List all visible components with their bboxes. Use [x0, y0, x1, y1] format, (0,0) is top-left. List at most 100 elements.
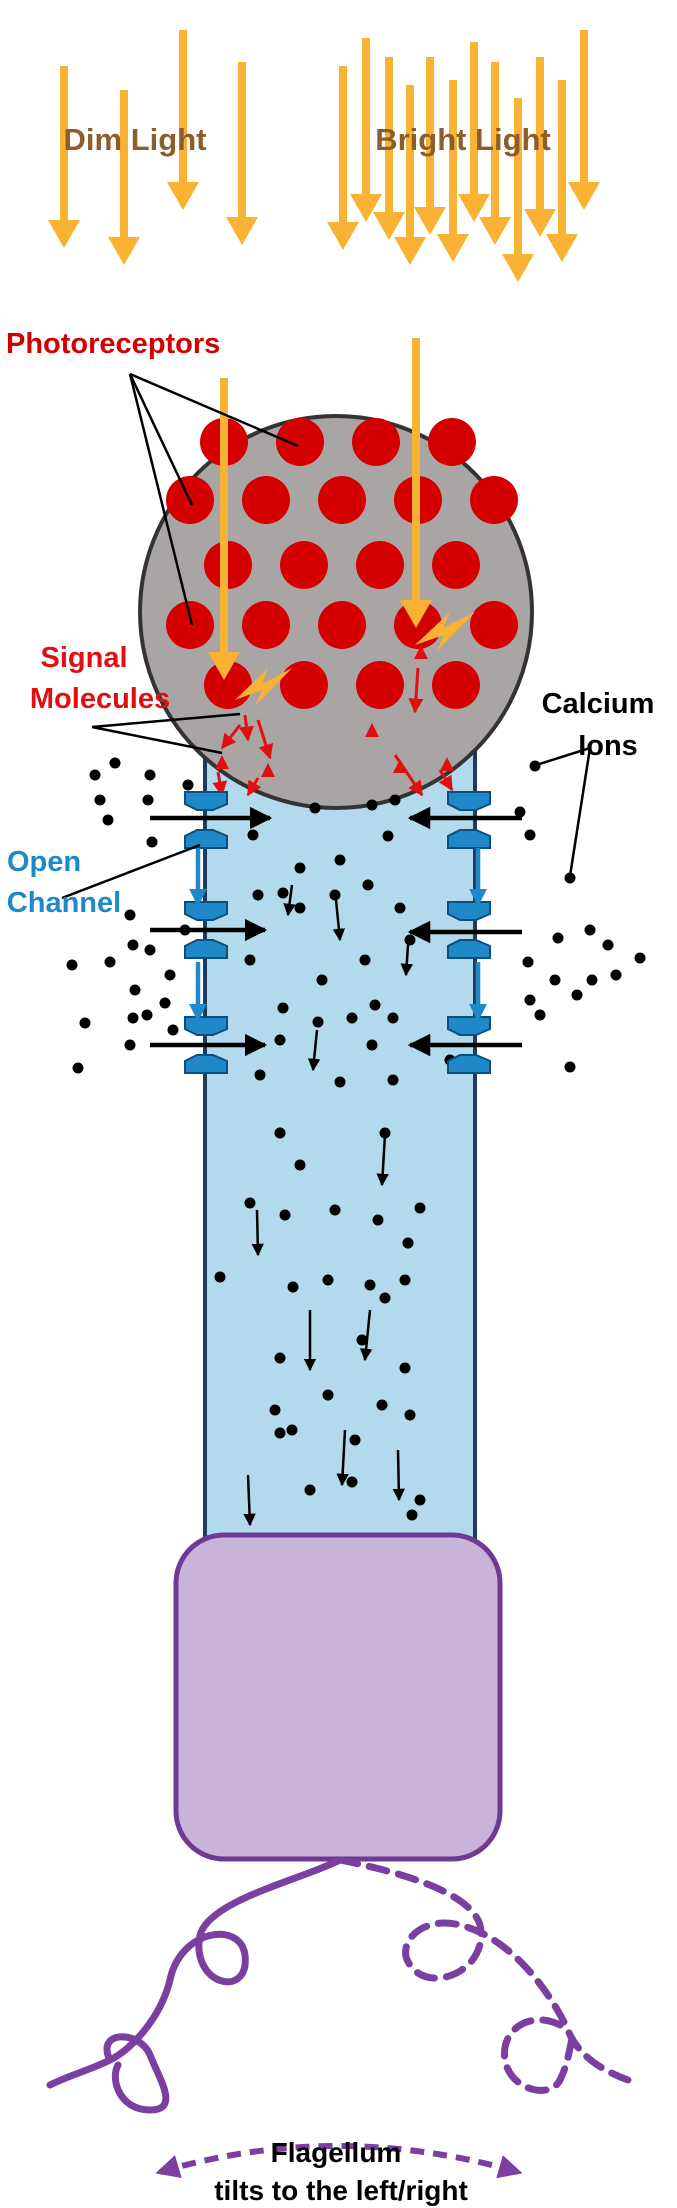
photoreceptor-dot [432, 541, 480, 589]
calcium-ion [552, 932, 564, 944]
calcium-ion [549, 974, 561, 986]
calcium-ion [94, 794, 106, 806]
light-arrows [48, 30, 600, 282]
calcium-ion [414, 1202, 426, 1214]
photoreceptor-dot [318, 476, 366, 524]
calcium-ions-label-1: Calcium [542, 688, 655, 720]
calcium-ion [167, 1024, 179, 1036]
calcium-ion [304, 1484, 316, 1496]
calcium-ion [159, 997, 171, 1009]
photoreceptor-dot [470, 601, 518, 649]
calcium-ion [129, 984, 141, 996]
signal-molecule [215, 755, 229, 769]
calcium-ion [522, 956, 534, 968]
calcium-ion [571, 989, 583, 1001]
calcium-ion [312, 1016, 324, 1028]
flagellum-label-2: tilts to the left/right [214, 2175, 468, 2206]
calcium-ion [244, 1197, 256, 1209]
calcium-ion [269, 1404, 281, 1416]
calcium-ion [277, 1002, 289, 1014]
calcium-ion [364, 1279, 376, 1291]
calcium-ion [584, 924, 596, 936]
photoreceptor-dot [280, 661, 328, 709]
ion-channels [184, 791, 491, 1074]
flagellum-alt-position [336, 1856, 632, 2094]
calcium-flow-arrows [150, 806, 522, 1527]
calcium-ion [359, 954, 371, 966]
calcium-ion [79, 1017, 91, 1029]
signal-molecule [365, 723, 379, 737]
calcium-ion [564, 872, 576, 884]
ion-channel [447, 791, 491, 849]
signal-molecules-label-2: Molecules [30, 683, 170, 715]
calcium-ion [144, 769, 156, 781]
calcium-ion [389, 794, 401, 806]
lightning-bolt-icon [235, 612, 475, 706]
photoreceptor-dot [318, 601, 366, 649]
light-arrow [108, 90, 140, 265]
calcium-ion [564, 1061, 576, 1073]
calcium-ion [274, 1427, 286, 1439]
signal-molecules-label-1: Signal [40, 642, 127, 674]
calcium-ion [144, 944, 156, 956]
dim-light-label: Dim Light [64, 122, 207, 157]
photoreceptor-dot [280, 541, 328, 589]
signal-molecule [440, 757, 454, 771]
photoreceptors-label: Photoreceptors [6, 328, 220, 360]
calcium-ion [402, 1237, 414, 1249]
calcium-ion [89, 769, 101, 781]
calcium-ion [124, 1039, 136, 1051]
calcium-ion [387, 1012, 399, 1024]
calcium-ion [376, 1399, 388, 1411]
calcium-ion [66, 959, 78, 971]
tilt-arrow [155, 2143, 523, 2179]
open-channel-label-2: Channel [7, 887, 121, 919]
light-arrow [373, 57, 405, 240]
calcium-ion [334, 854, 346, 866]
calcium-ion [252, 889, 264, 901]
calcium-ion [334, 1076, 346, 1088]
calcium-ion [254, 1069, 266, 1081]
calcium-ion [274, 1352, 286, 1364]
calcium-ions-label-2: Ions [578, 730, 638, 762]
calcium-ion [610, 969, 622, 981]
photoreceptor-dot [356, 541, 404, 589]
cell-body [203, 698, 477, 1547]
light-arrow [350, 38, 382, 222]
calcium-ion [316, 974, 328, 986]
calcium-ion [634, 952, 646, 964]
light-arrow [437, 80, 469, 262]
flagellum [46, 1856, 344, 2114]
light-arrow [327, 66, 359, 250]
light-arrow [167, 30, 199, 210]
calcium-ion [369, 999, 381, 1011]
calcium-ion [286, 1424, 298, 1436]
signal-molecules [212, 645, 454, 797]
calcium-ion [379, 1127, 391, 1139]
calcium-ion [279, 1209, 291, 1221]
calcium-ion [127, 939, 139, 951]
calcium-ion [322, 1274, 334, 1286]
light-arrow [48, 66, 80, 248]
calcium-ion [102, 814, 114, 826]
light-arrow [546, 80, 578, 262]
light-arrow [414, 57, 446, 235]
calcium-ion [294, 862, 306, 874]
calcium-ion [382, 830, 394, 842]
light-arrow [502, 98, 534, 282]
calcium-ion [362, 879, 374, 891]
calcium-ion [127, 1012, 139, 1024]
calcium-ion [379, 1292, 391, 1304]
calcium-ion [247, 829, 259, 841]
photoreceptor-dot [428, 418, 476, 466]
photoreceptor-dot [470, 476, 518, 524]
calcium-ion [349, 1434, 361, 1446]
calcium-ion [399, 1274, 411, 1286]
calcium-ion [399, 1362, 411, 1374]
calcium-ion [164, 969, 176, 981]
calcium-ion [274, 1034, 286, 1046]
calcium-ion [287, 1281, 299, 1293]
ion-channel [184, 791, 228, 849]
light-arrow [458, 42, 490, 222]
